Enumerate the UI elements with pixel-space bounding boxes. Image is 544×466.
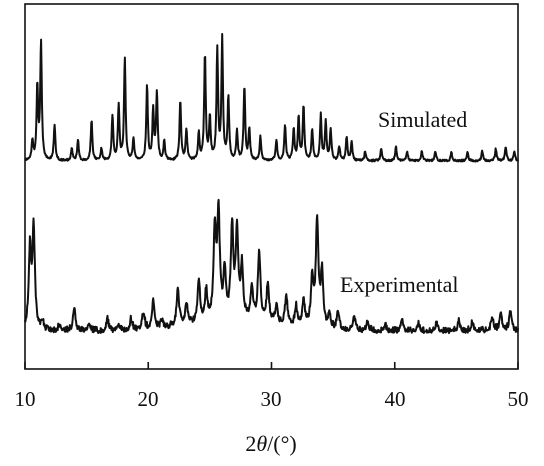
x-axis-title: 2θ/(°) bbox=[245, 431, 296, 456]
x-axis-title-suffix: /(°) bbox=[267, 431, 297, 456]
traces bbox=[24, 33, 519, 335]
x-axis-title-prefix: 2 bbox=[245, 431, 256, 456]
x-axis-title-theta: θ bbox=[256, 431, 267, 456]
x-tick-label-10: 10 bbox=[15, 387, 36, 411]
x-tick-label-40: 40 bbox=[385, 387, 406, 411]
x-tick-label-30: 30 bbox=[261, 387, 282, 411]
x-tick-label-20: 20 bbox=[138, 387, 159, 411]
series-label-experimental: Experimental bbox=[340, 272, 459, 297]
series-label-simulated: Simulated bbox=[378, 107, 467, 132]
x-tick-label-50: 50 bbox=[508, 387, 529, 411]
trace-simulated bbox=[24, 33, 519, 163]
trace-experimental bbox=[24, 198, 519, 335]
x-axis-ticks bbox=[24, 362, 519, 369]
